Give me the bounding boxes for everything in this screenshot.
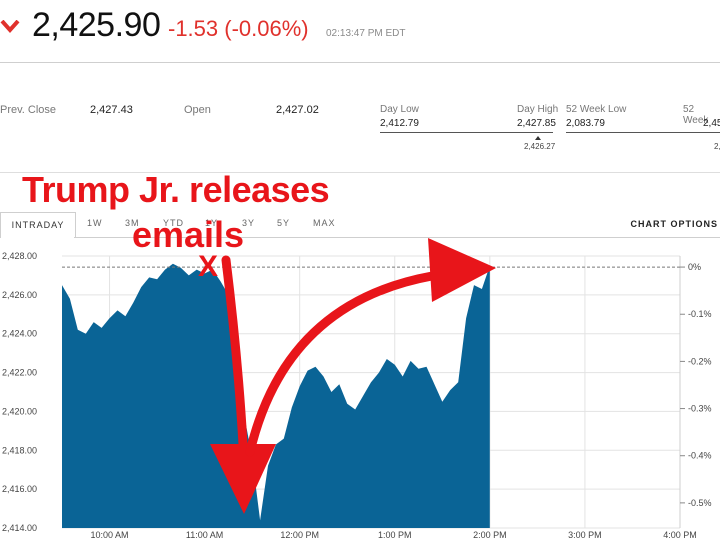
prev-close-value: 2,427.43 (90, 104, 133, 116)
day-range-current: 2,426.27 (524, 142, 556, 151)
annotation-title: Trump Jr. releases (22, 169, 330, 210)
tab-max[interactable]: MAX (313, 218, 336, 228)
tab-3m[interactable]: 3M (125, 218, 140, 228)
tab-1y[interactable]: 1Y (205, 218, 219, 228)
x-tick-label: 2:00 PM (473, 530, 507, 540)
annotation-arrows (210, 238, 496, 514)
x-tick-label: 1:00 PM (378, 530, 412, 540)
tab-3y[interactable]: 3Y (242, 218, 256, 228)
annotation-event-marker: X (198, 250, 219, 283)
y-axis-labels: 2,428.00 2,426.00 2,424.00 2,422.00 2,420.00… (2, 251, 37, 533)
y-tick-label: 2,422.00 (2, 368, 37, 378)
pct-tick-label: -0.3% (688, 404, 712, 414)
day-high-label: Day High (517, 104, 559, 115)
tab-5y[interactable]: 5Y (277, 218, 291, 228)
intraday-chart: 2,428.00 2,426.00 2,424.00 2,422.00 2,420.00… (2, 238, 712, 540)
down-arrow-icon (0, 20, 20, 34)
x-tick-label: 4:00 PM (663, 530, 697, 540)
pct-tick-label: 0% (688, 262, 701, 272)
day-high-value: 2,427.85 (517, 118, 556, 129)
day-low-label: Day Low (380, 104, 419, 115)
down-arrowhead (210, 444, 276, 514)
chart-range-tabs: INTRADAY 1W 3M YTD 1Y 3Y 5Y MAX (0, 212, 720, 238)
y-tick-label: 2,414.00 (2, 523, 37, 533)
week52-high-value: 2,45 (703, 118, 720, 129)
tabs-baseline (74, 237, 720, 238)
x-tick-label: 11:00 AM (186, 530, 223, 540)
annotation-title-line2: emails (132, 214, 245, 255)
down-arrow-shaft (221, 255, 248, 449)
pct-tick-label: -0.2% (688, 356, 712, 366)
y-tick-label: 2,418.00 (2, 445, 37, 455)
week52-range-current: 2, (714, 142, 720, 151)
pct-tick-label: -0.1% (688, 309, 712, 319)
stats-row: Prev. Close 2,427.43 Open 2,427.02 Day L… (0, 96, 720, 156)
y-tick-label: 2,424.00 (2, 329, 37, 339)
x-axis-labels: 10:00 AM 11:00 AM 12:00 PM 1:00 PM 2:00 PM 3:… (91, 530, 697, 540)
open-label: Open (184, 104, 211, 116)
prev-close-label: Prev. Close (0, 104, 57, 116)
header-divider (0, 62, 720, 63)
up-arrowhead (428, 238, 496, 302)
pct-tick-label: -0.4% (688, 451, 712, 461)
pct-axis-labels: 0% -0.1% -0.2% -0.3% -0.4% -0.5% (680, 262, 712, 508)
x-tick-label: 12:00 PM (280, 530, 319, 540)
current-price: 2,425.90 (32, 6, 161, 44)
day-range-bar (380, 132, 553, 133)
tab-ytd[interactable]: YTD (163, 218, 184, 228)
y-tick-label: 2,426.00 (2, 290, 37, 300)
price-change: -1.53 (-0.06%) (168, 16, 309, 41)
quote-timestamp: 02:13:47 PM EDT (326, 28, 406, 39)
tab-intraday[interactable]: INTRADAY (0, 212, 76, 238)
week52-low-label: 52 Week Low (566, 104, 627, 115)
x-tick-label: 10:00 AM (91, 530, 129, 540)
open-value: 2,427.02 (276, 104, 319, 116)
stats-divider (0, 172, 720, 173)
x-tick-label: 3:00 PM (568, 530, 602, 540)
up-arrow-shaft (245, 271, 437, 457)
y-tick-label: 2,420.00 (2, 406, 37, 416)
y-tick-label: 2,428.00 (2, 251, 37, 261)
pct-tick-label: -0.5% (688, 498, 712, 508)
y-tick-label: 2,416.00 (2, 484, 37, 494)
quote-header: 2,425.90 -1.53 (-0.06%) 02:13:47 PM EDT (0, 0, 720, 60)
day-range-marker (535, 136, 541, 140)
week52-range-bar (566, 132, 720, 133)
tab-1w[interactable]: 1W (87, 218, 103, 228)
price-area-series (62, 263, 490, 528)
chart-options-button[interactable]: CHART OPTIONS (630, 219, 718, 229)
day-low-value: 2,412.79 (380, 118, 419, 129)
week52-low-value: 2,083.79 (566, 118, 605, 129)
week52-high-label: 52 Week (683, 104, 709, 126)
